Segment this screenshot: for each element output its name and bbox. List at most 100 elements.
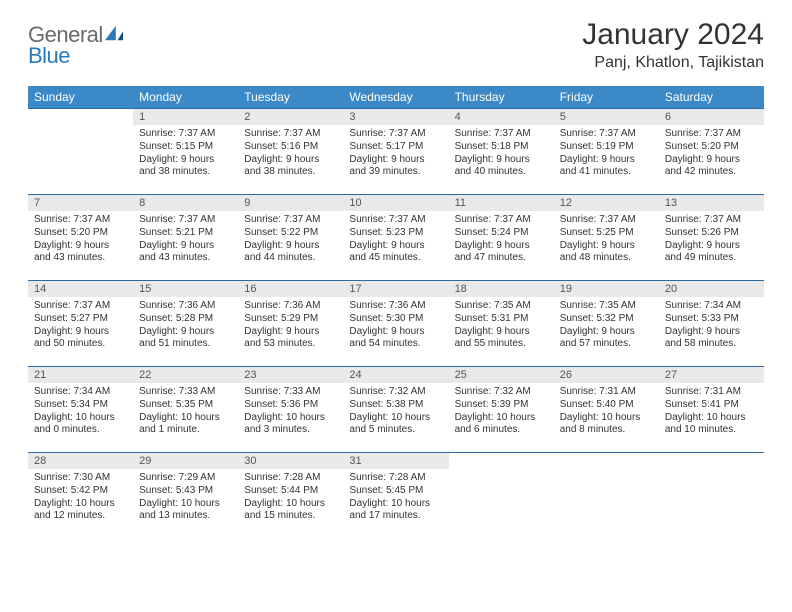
daylight-text: Daylight: 9 hours <box>34 326 127 339</box>
sunset-text: Sunset: 5:21 PM <box>139 227 232 240</box>
day-number: 31 <box>343 453 448 469</box>
daylight-text: Daylight: 9 hours <box>455 240 548 253</box>
page-title: January 2024 <box>582 18 764 52</box>
day-cell-26: 26Sunrise: 7:31 AMSunset: 5:40 PMDayligh… <box>554 367 659 453</box>
day-number: 28 <box>28 453 133 469</box>
calendar-row: 28Sunrise: 7:30 AMSunset: 5:42 PMDayligh… <box>28 453 764 539</box>
daylight-text: Daylight: 10 hours <box>139 498 232 511</box>
daylight-text: Daylight: 9 hours <box>139 240 232 253</box>
daylight-text: Daylight: 9 hours <box>139 154 232 167</box>
sunset-text: Sunset: 5:41 PM <box>665 399 758 412</box>
sunset-text: Sunset: 5:26 PM <box>665 227 758 240</box>
sunset-text: Sunset: 5:39 PM <box>455 399 548 412</box>
daylight-text: and 13 minutes. <box>139 510 232 523</box>
daylight-text: and 17 minutes. <box>349 510 442 523</box>
day-cell-17: 17Sunrise: 7:36 AMSunset: 5:30 PMDayligh… <box>343 281 448 367</box>
sunrise-text: Sunrise: 7:28 AM <box>349 472 442 485</box>
daylight-text: and 15 minutes. <box>244 510 337 523</box>
day-number: 10 <box>343 195 448 211</box>
sunrise-text: Sunrise: 7:37 AM <box>455 128 548 141</box>
daylight-text: and 43 minutes. <box>34 252 127 265</box>
day-cell-16: 16Sunrise: 7:36 AMSunset: 5:29 PMDayligh… <box>238 281 343 367</box>
sunset-text: Sunset: 5:23 PM <box>349 227 442 240</box>
sunrise-text: Sunrise: 7:30 AM <box>34 472 127 485</box>
daylight-text: and 10 minutes. <box>665 424 758 437</box>
day-number: 15 <box>133 281 238 297</box>
sunset-text: Sunset: 5:44 PM <box>244 485 337 498</box>
day-content: Sunrise: 7:30 AMSunset: 5:42 PMDaylight:… <box>28 469 133 527</box>
sunset-text: Sunset: 5:33 PM <box>665 313 758 326</box>
weekday-header: Friday <box>554 86 659 109</box>
day-content: Sunrise: 7:37 AMSunset: 5:27 PMDaylight:… <box>28 297 133 355</box>
daylight-text: and 39 minutes. <box>349 166 442 179</box>
sunrise-text: Sunrise: 7:37 AM <box>665 214 758 227</box>
daylight-text: and 51 minutes. <box>139 338 232 351</box>
daylight-text: and 1 minute. <box>139 424 232 437</box>
day-content: Sunrise: 7:36 AMSunset: 5:28 PMDaylight:… <box>133 297 238 355</box>
day-number: 7 <box>28 195 133 211</box>
sunrise-text: Sunrise: 7:36 AM <box>244 300 337 313</box>
day-number: 16 <box>238 281 343 297</box>
logo-sail-icon <box>103 24 125 42</box>
sunset-text: Sunset: 5:42 PM <box>34 485 127 498</box>
title-block: January 2024 Panj, Khatlon, Tajikistan <box>582 18 764 72</box>
day-number: 13 <box>659 195 764 211</box>
weekday-header: Sunday <box>28 86 133 109</box>
day-cell-8: 8Sunrise: 7:37 AMSunset: 5:21 PMDaylight… <box>133 195 238 281</box>
page-location: Panj, Khatlon, Tajikistan <box>582 54 764 72</box>
day-cell-2: 2Sunrise: 7:37 AMSunset: 5:16 PMDaylight… <box>238 109 343 195</box>
sunrise-text: Sunrise: 7:35 AM <box>455 300 548 313</box>
day-number: 18 <box>449 281 554 297</box>
day-content: Sunrise: 7:37 AMSunset: 5:23 PMDaylight:… <box>343 211 448 269</box>
daylight-text: and 44 minutes. <box>244 252 337 265</box>
day-number: 20 <box>659 281 764 297</box>
day-cell-29: 29Sunrise: 7:29 AMSunset: 5:43 PMDayligh… <box>133 453 238 539</box>
day-number: 30 <box>238 453 343 469</box>
daylight-text: and 38 minutes. <box>139 166 232 179</box>
daylight-text: and 12 minutes. <box>34 510 127 523</box>
daylight-text: and 45 minutes. <box>349 252 442 265</box>
sunset-text: Sunset: 5:29 PM <box>244 313 337 326</box>
day-number: 1 <box>133 109 238 125</box>
daylight-text: and 40 minutes. <box>455 166 548 179</box>
sunset-text: Sunset: 5:35 PM <box>139 399 232 412</box>
weekday-header: Wednesday <box>343 86 448 109</box>
daylight-text: and 38 minutes. <box>244 166 337 179</box>
daylight-text: Daylight: 9 hours <box>244 154 337 167</box>
daylight-text: Daylight: 10 hours <box>455 412 548 425</box>
day-content: Sunrise: 7:28 AMSunset: 5:44 PMDaylight:… <box>238 469 343 527</box>
sunrise-text: Sunrise: 7:31 AM <box>560 386 653 399</box>
day-content: Sunrise: 7:37 AMSunset: 5:16 PMDaylight:… <box>238 125 343 183</box>
day-number: 26 <box>554 367 659 383</box>
day-content: Sunrise: 7:37 AMSunset: 5:22 PMDaylight:… <box>238 211 343 269</box>
day-cell-9: 9Sunrise: 7:37 AMSunset: 5:22 PMDaylight… <box>238 195 343 281</box>
day-number: 17 <box>343 281 448 297</box>
day-content: Sunrise: 7:37 AMSunset: 5:25 PMDaylight:… <box>554 211 659 269</box>
empty-cell <box>28 109 133 195</box>
sunset-text: Sunset: 5:20 PM <box>34 227 127 240</box>
day-content: Sunrise: 7:28 AMSunset: 5:45 PMDaylight:… <box>343 469 448 527</box>
sunset-text: Sunset: 5:36 PM <box>244 399 337 412</box>
day-content: Sunrise: 7:31 AMSunset: 5:40 PMDaylight:… <box>554 383 659 441</box>
daylight-text: and 6 minutes. <box>455 424 548 437</box>
day-content: Sunrise: 7:34 AMSunset: 5:34 PMDaylight:… <box>28 383 133 441</box>
day-cell-11: 11Sunrise: 7:37 AMSunset: 5:24 PMDayligh… <box>449 195 554 281</box>
day-cell-19: 19Sunrise: 7:35 AMSunset: 5:32 PMDayligh… <box>554 281 659 367</box>
header: General Blue January 2024 Panj, Khatlon,… <box>28 18 764 72</box>
day-content: Sunrise: 7:35 AMSunset: 5:31 PMDaylight:… <box>449 297 554 355</box>
sunrise-text: Sunrise: 7:37 AM <box>455 214 548 227</box>
weekday-header: Saturday <box>659 86 764 109</box>
day-cell-30: 30Sunrise: 7:28 AMSunset: 5:44 PMDayligh… <box>238 453 343 539</box>
sunset-text: Sunset: 5:30 PM <box>349 313 442 326</box>
sunset-text: Sunset: 5:22 PM <box>244 227 337 240</box>
sunset-text: Sunset: 5:15 PM <box>139 141 232 154</box>
day-cell-5: 5Sunrise: 7:37 AMSunset: 5:19 PMDaylight… <box>554 109 659 195</box>
day-content: Sunrise: 7:37 AMSunset: 5:19 PMDaylight:… <box>554 125 659 183</box>
day-number: 12 <box>554 195 659 211</box>
daylight-text: Daylight: 9 hours <box>560 240 653 253</box>
sunrise-text: Sunrise: 7:37 AM <box>244 128 337 141</box>
day-number: 3 <box>343 109 448 125</box>
daylight-text: and 58 minutes. <box>665 338 758 351</box>
sunrise-text: Sunrise: 7:28 AM <box>244 472 337 485</box>
sunrise-text: Sunrise: 7:37 AM <box>349 128 442 141</box>
